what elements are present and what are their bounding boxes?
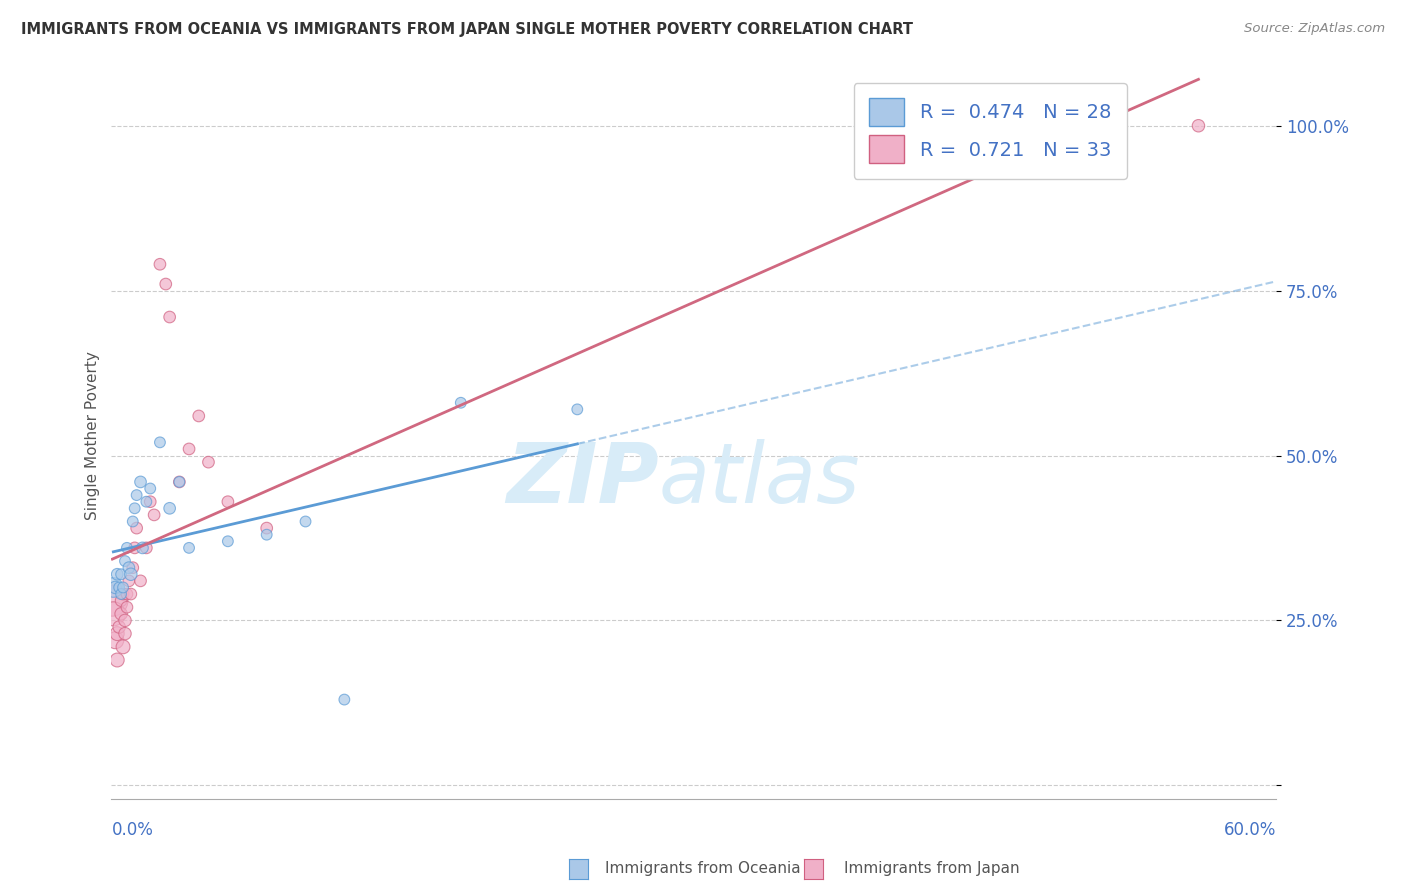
Point — [143, 508, 166, 522]
Point — [1187, 119, 1209, 133]
Point — [115, 541, 138, 555]
Point — [129, 574, 152, 588]
Point — [104, 633, 127, 648]
Point — [114, 626, 136, 640]
Point — [169, 475, 191, 489]
Point — [177, 442, 200, 456]
Point — [217, 534, 239, 549]
Point — [114, 554, 136, 568]
Point — [149, 257, 172, 271]
Text: Source: ZipAtlas.com: Source: ZipAtlas.com — [1244, 22, 1385, 36]
Point — [155, 277, 177, 291]
Point — [110, 607, 132, 621]
Point — [139, 482, 162, 496]
Point — [105, 567, 128, 582]
Point — [124, 541, 146, 555]
Text: 0.0%: 0.0% — [111, 821, 153, 838]
Point — [217, 494, 239, 508]
Point — [149, 435, 172, 450]
Point — [108, 581, 131, 595]
Point — [125, 521, 148, 535]
Point — [567, 402, 589, 417]
Point — [159, 310, 181, 324]
Point — [120, 587, 142, 601]
Point — [118, 574, 141, 588]
Text: IMMIGRANTS FROM OCEANIA VS IMMIGRANTS FROM JAPAN SINGLE MOTHER POVERTY CORRELATI: IMMIGRANTS FROM OCEANIA VS IMMIGRANTS FR… — [21, 22, 912, 37]
Point — [169, 475, 191, 489]
Text: Immigrants from Japan: Immigrants from Japan — [844, 861, 1019, 876]
Point — [197, 455, 219, 469]
Point — [104, 581, 127, 595]
Point — [101, 593, 124, 607]
Point — [108, 620, 131, 634]
Point — [110, 593, 132, 607]
Point — [159, 501, 181, 516]
Point — [450, 396, 472, 410]
Point — [118, 560, 141, 574]
Point — [110, 587, 132, 601]
Text: 60.0%: 60.0% — [1223, 821, 1277, 838]
Point — [333, 692, 356, 706]
Point — [115, 587, 138, 601]
Point — [120, 567, 142, 582]
Point — [115, 600, 138, 615]
Text: Immigrants from Oceania: Immigrants from Oceania — [605, 861, 800, 876]
Point — [105, 626, 128, 640]
Point — [125, 488, 148, 502]
Point — [135, 494, 157, 508]
Point — [131, 541, 153, 555]
Point — [103, 581, 125, 595]
Point — [187, 409, 209, 423]
Point — [105, 653, 128, 667]
Point — [294, 515, 316, 529]
Point — [124, 501, 146, 516]
Point — [177, 541, 200, 555]
Point — [121, 515, 143, 529]
Point — [129, 475, 152, 489]
Point — [135, 541, 157, 555]
Point — [112, 587, 135, 601]
Point — [112, 581, 135, 595]
Text: ZIP: ZIP — [506, 439, 659, 520]
Point — [114, 614, 136, 628]
Y-axis label: Single Mother Poverty: Single Mother Poverty — [86, 351, 100, 520]
Point — [112, 640, 135, 654]
Point — [110, 567, 132, 582]
Text: atlas: atlas — [659, 439, 860, 520]
Legend: R =  0.474   N = 28, R =  0.721   N = 33: R = 0.474 N = 28, R = 0.721 N = 33 — [853, 83, 1126, 178]
Point — [121, 560, 143, 574]
Point — [103, 607, 125, 621]
Point — [256, 521, 278, 535]
Point — [256, 527, 278, 541]
Point — [139, 494, 162, 508]
